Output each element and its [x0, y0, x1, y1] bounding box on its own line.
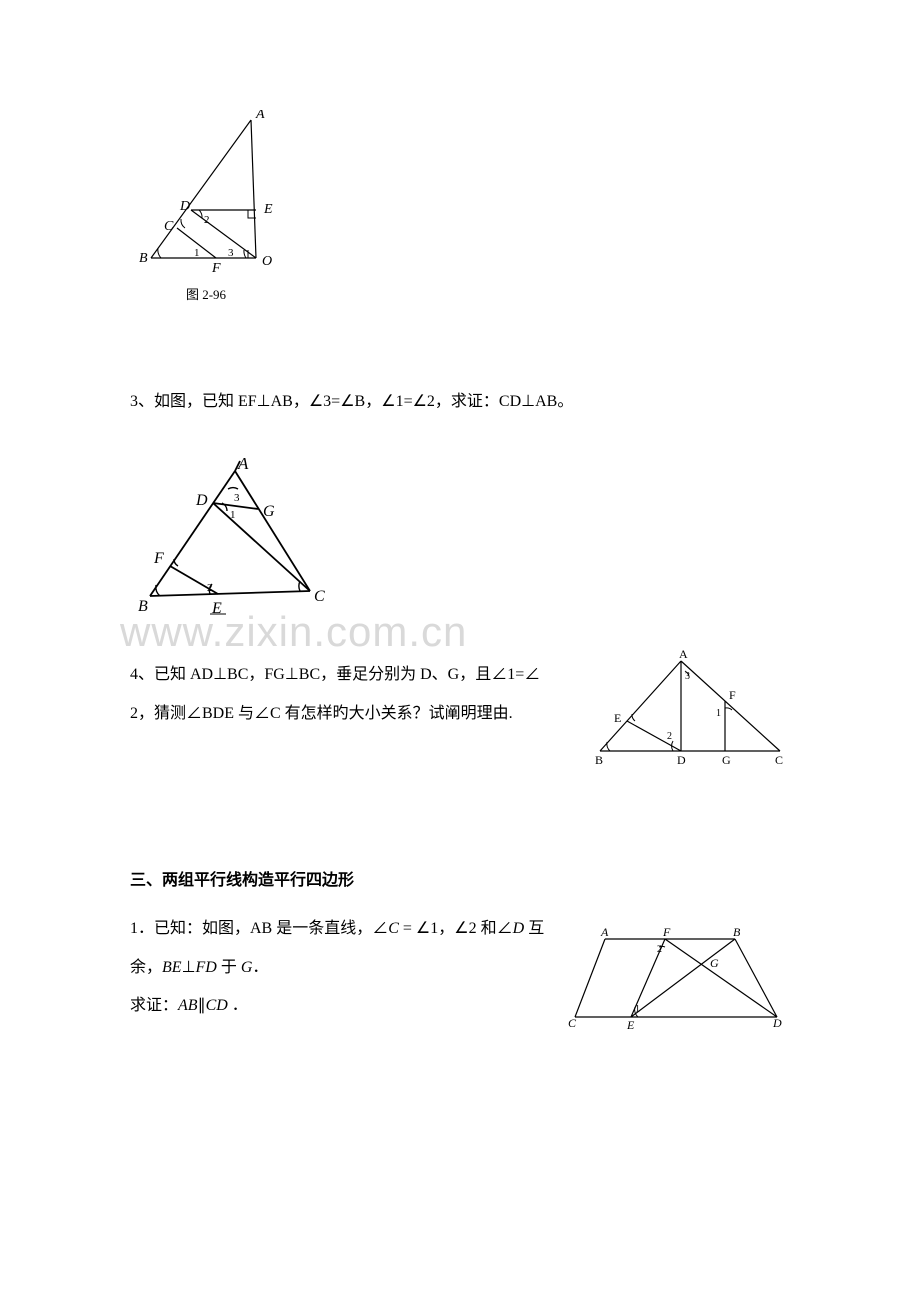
label-1: 1 — [194, 247, 200, 259]
label-A: A — [237, 454, 249, 473]
p31-BE: BE — [162, 959, 182, 976]
label-F: F — [211, 261, 221, 275]
label-F: F — [729, 688, 736, 702]
label-B: B — [595, 753, 603, 767]
label-E: E — [626, 1018, 635, 1032]
label-A: A — [679, 647, 688, 661]
p31-l2-end: ． — [228, 997, 248, 1014]
label-C: C — [568, 1016, 577, 1030]
p31-end: 于 — [217, 959, 241, 976]
label-3: 3 — [685, 671, 690, 682]
p31-perp: ⊥ — [182, 959, 196, 976]
label-F: F — [153, 550, 164, 567]
label-1: 1 — [230, 509, 236, 521]
label-G: G — [710, 956, 719, 970]
p31-pre: 1．已知：如图，AB 是一条直线，∠ — [130, 920, 388, 937]
label-G: G — [263, 503, 275, 520]
p31-par: ∥ — [198, 997, 206, 1014]
label-C: C — [775, 753, 783, 767]
label-2: 2 — [207, 582, 213, 594]
p31-G: G — [241, 959, 253, 976]
label-3: 3 — [228, 247, 234, 259]
label-O: O — [262, 254, 272, 269]
label-C: C — [314, 588, 325, 605]
figure-section3-1: A F B G C E D 1 2 — [565, 925, 790, 1040]
p31-AB: AB — [178, 997, 198, 1014]
figure-2-96-svg: A D E C B F O 1 2 3 — [136, 110, 286, 275]
p31-CD: CD — [206, 997, 228, 1014]
label-A: A — [600, 925, 609, 939]
label-C: C — [164, 219, 174, 234]
label-1: 1 — [716, 708, 721, 719]
label-B: B — [139, 251, 148, 266]
figure-problem-4-svg: A F E B D G C 1 2 3 — [585, 646, 790, 771]
label-B: B — [138, 598, 148, 615]
figure-section3-1-svg: A F B G C E D 1 2 — [565, 925, 790, 1035]
problem-3-text: 3、如图，已知 EF⊥AB，∠3=∠B，∠1=∠2，求证：CD⊥AB。 — [130, 393, 573, 410]
p31-FD: FD — [196, 959, 217, 976]
p31-D: D — [513, 920, 525, 937]
label-D: D — [677, 753, 686, 767]
label-D: D — [772, 1016, 782, 1030]
label-F: F — [662, 925, 671, 939]
label-3: 3 — [234, 492, 240, 504]
section-3-title: 三、两组平行线构造平行四边形 — [130, 866, 790, 890]
figure-problem-3-svg: A D G F B E C 1 2 3 — [130, 451, 340, 616]
p31-l2-pre: 求证： — [130, 997, 178, 1014]
figure-2-96-caption: 图 2-96 — [136, 284, 276, 303]
figure-problem-4: A F E B D G C 1 2 3 — [585, 646, 790, 776]
problem-3: 3、如图，已知 EF⊥AB，∠3=∠B，∠1=∠2，求证：CD⊥AB。 — [130, 383, 790, 421]
label-B: B — [733, 925, 741, 939]
label-G: G — [722, 753, 731, 767]
label-E: E — [263, 202, 273, 217]
p31-mid: = ∠1，∠2 和∠ — [399, 920, 513, 937]
label-2: 2 — [657, 944, 662, 955]
label-D: D — [179, 199, 190, 214]
label-1: 1 — [635, 1004, 640, 1015]
label-2: 2 — [667, 731, 672, 742]
label-A: A — [255, 110, 265, 122]
label-2: 2 — [204, 214, 210, 226]
figure-2-96: A D E C B F O 1 2 3 图 2-96 — [136, 110, 790, 303]
p31-C: C — [388, 920, 399, 937]
figure-problem-3: A D G F B E C 1 2 3 — [130, 451, 790, 621]
label-D: D — [195, 492, 208, 509]
label-E: E — [614, 711, 621, 725]
p31-period: ． — [252, 959, 268, 976]
